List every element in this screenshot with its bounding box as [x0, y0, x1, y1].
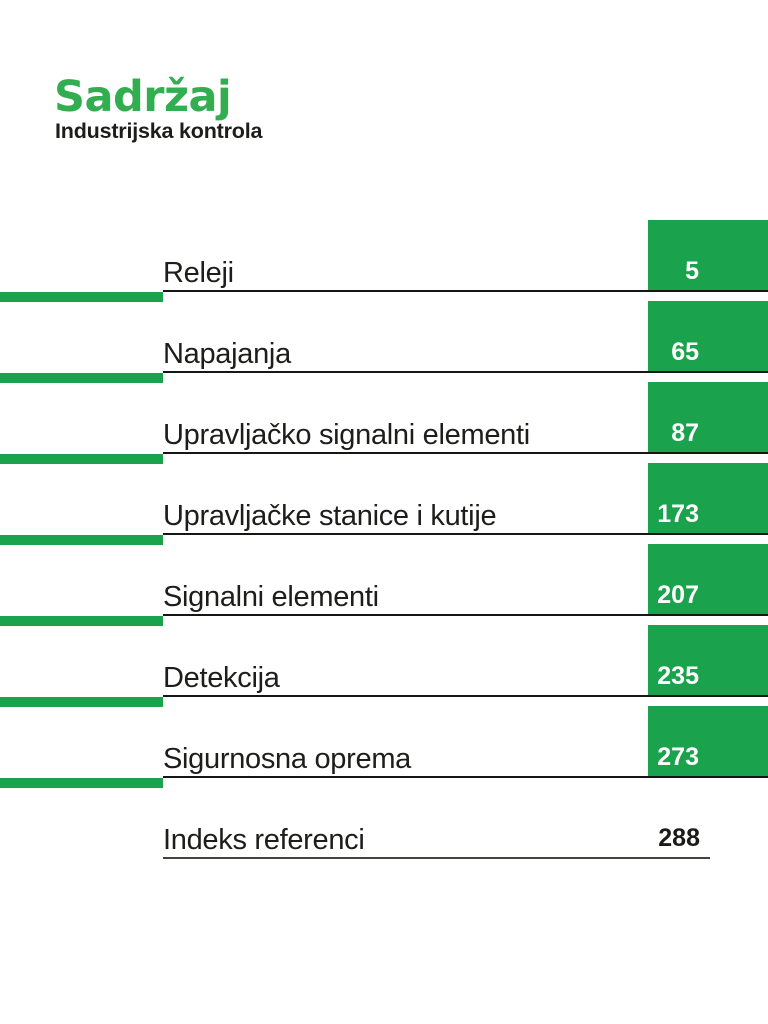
toc-row-indeks-referenci[interactable]: Indeks referenci 288: [163, 787, 710, 859]
chapter-title: Upravljačko signalni elementi: [163, 419, 530, 451]
row-accent-bar: [0, 697, 163, 707]
page-number-block: 273: [648, 706, 768, 776]
row-accent-bar: [0, 535, 163, 545]
page-number: 273: [657, 743, 699, 771]
row-accent-bar: [0, 778, 163, 788]
page-title: Sadržaj: [54, 72, 232, 122]
chapter-title: Sigurnosna oprema: [163, 743, 411, 775]
row-accent-bar: [0, 292, 163, 302]
page-number-block: 87: [648, 382, 768, 452]
row-accent-bar: [0, 616, 163, 626]
page-number: 87: [671, 419, 699, 447]
page-number-block: 173: [648, 463, 768, 533]
page-number: 5: [685, 257, 699, 285]
page-number: 65: [671, 338, 699, 366]
page-number: 173: [657, 500, 699, 528]
row-accent-bar: [0, 373, 163, 383]
row-accent-bar: [0, 454, 163, 464]
chapter-title: Releji: [163, 257, 234, 289]
page-number: 288: [658, 824, 700, 852]
toc-row-releji[interactable]: Releji 5: [0, 220, 768, 302]
toc-row-upravljacke-stanice-i-kutije[interactable]: Upravljačke stanice i kutije 173: [0, 463, 768, 545]
chapter-title: Indeks referenci: [163, 824, 365, 856]
page-number-block: 207: [648, 544, 768, 614]
toc-row-napajanja[interactable]: Napajanja 65: [0, 301, 768, 383]
toc-row-detekcija[interactable]: Detekcija 235: [0, 625, 768, 707]
chapter-title: Detekcija: [163, 662, 280, 694]
page-number-block: 235: [648, 625, 768, 695]
toc-row-upravljacko-signalni-elementi[interactable]: Upravljačko signalni elementi 87: [0, 382, 768, 464]
page-number-block: 65: [648, 301, 768, 371]
page-subtitle: Industrijska kontrola: [55, 119, 263, 143]
chapter-title: Upravljačke stanice i kutije: [163, 500, 497, 532]
chapter-title: Signalni elementi: [163, 581, 379, 613]
page-number: 235: [657, 662, 699, 690]
page-number-block: 5: [648, 220, 768, 290]
chapter-title: Napajanja: [163, 338, 291, 370]
page-number: 207: [657, 581, 699, 609]
toc-row-signalni-elementi[interactable]: Signalni elementi 207: [0, 544, 768, 626]
toc-row-sigurnosna-oprema[interactable]: Sigurnosna oprema 273: [0, 706, 768, 788]
